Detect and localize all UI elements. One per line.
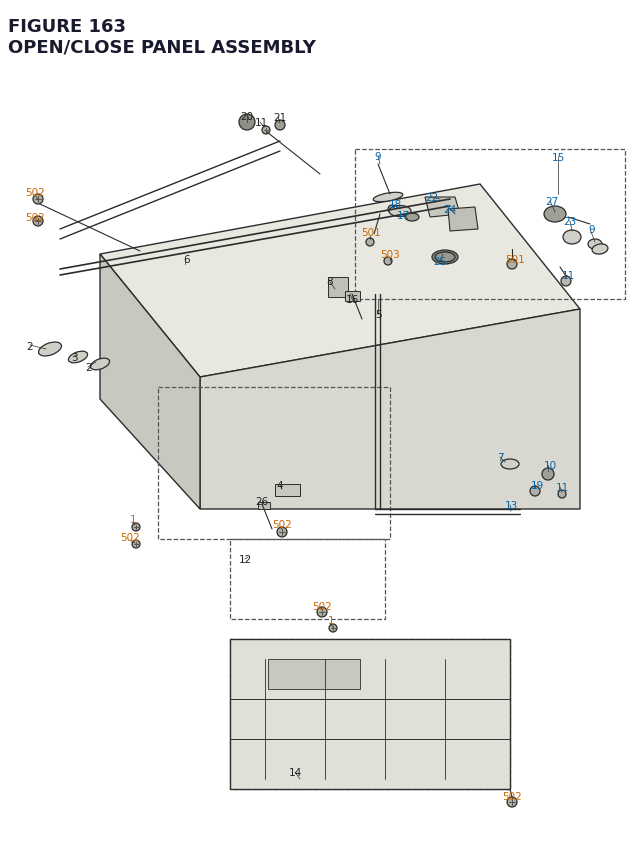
Circle shape — [262, 127, 270, 135]
Polygon shape — [448, 208, 478, 232]
Text: OPEN/CLOSE PANEL ASSEMBLY: OPEN/CLOSE PANEL ASSEMBLY — [8, 38, 316, 56]
Text: 26: 26 — [255, 497, 269, 506]
Text: 10: 10 — [543, 461, 557, 470]
Text: 502: 502 — [502, 791, 522, 801]
Text: 20: 20 — [241, 112, 253, 122]
Text: 8: 8 — [326, 276, 333, 287]
Text: 9: 9 — [374, 152, 381, 162]
Text: 11: 11 — [561, 270, 575, 281]
Circle shape — [542, 468, 554, 480]
Circle shape — [317, 607, 327, 617]
Text: 3: 3 — [70, 353, 77, 362]
Text: 25: 25 — [433, 257, 447, 267]
Text: 11: 11 — [254, 118, 268, 127]
Text: 502: 502 — [25, 188, 45, 198]
Circle shape — [366, 238, 374, 247]
Circle shape — [530, 486, 540, 497]
Ellipse shape — [405, 214, 419, 222]
Text: 15: 15 — [552, 152, 564, 163]
Ellipse shape — [544, 207, 566, 223]
Circle shape — [277, 528, 287, 537]
Text: 502: 502 — [312, 601, 332, 611]
Circle shape — [33, 195, 43, 205]
Text: 18: 18 — [388, 200, 402, 210]
Text: 21: 21 — [273, 113, 287, 123]
Ellipse shape — [373, 193, 403, 202]
Circle shape — [33, 217, 43, 226]
Text: 16: 16 — [346, 294, 358, 305]
Ellipse shape — [90, 359, 109, 370]
Text: 13: 13 — [504, 500, 518, 511]
Text: 503: 503 — [380, 250, 400, 260]
Text: 502: 502 — [25, 213, 45, 223]
Circle shape — [558, 491, 566, 499]
Text: 1: 1 — [328, 616, 334, 625]
Text: 22: 22 — [426, 193, 438, 202]
Text: 5: 5 — [374, 310, 381, 319]
Text: 12: 12 — [238, 554, 252, 564]
Polygon shape — [268, 660, 360, 689]
Ellipse shape — [435, 253, 455, 263]
Text: 14: 14 — [289, 767, 301, 777]
Text: 501: 501 — [505, 255, 525, 264]
Circle shape — [384, 257, 392, 266]
Polygon shape — [345, 292, 360, 301]
Text: 6: 6 — [184, 255, 190, 264]
Polygon shape — [230, 639, 510, 789]
Circle shape — [507, 260, 517, 269]
Circle shape — [507, 797, 517, 807]
Text: 2: 2 — [86, 362, 92, 373]
Ellipse shape — [432, 251, 458, 264]
Text: 11: 11 — [556, 482, 568, 492]
Circle shape — [239, 115, 255, 131]
Text: 7: 7 — [497, 453, 503, 462]
Text: 19: 19 — [531, 480, 543, 491]
Text: 4: 4 — [276, 480, 284, 491]
Polygon shape — [100, 255, 200, 510]
Ellipse shape — [501, 460, 519, 469]
Ellipse shape — [68, 352, 88, 363]
Circle shape — [329, 624, 337, 632]
Ellipse shape — [563, 231, 581, 245]
Circle shape — [132, 541, 140, 548]
Text: 27: 27 — [545, 197, 559, 207]
Circle shape — [275, 121, 285, 131]
Text: 23: 23 — [563, 217, 577, 226]
Polygon shape — [275, 485, 300, 497]
Ellipse shape — [592, 245, 608, 255]
Text: 502: 502 — [272, 519, 292, 530]
Circle shape — [388, 206, 396, 214]
Polygon shape — [200, 310, 580, 510]
Ellipse shape — [38, 343, 61, 356]
Text: 9: 9 — [589, 225, 595, 235]
Text: 502: 502 — [120, 532, 140, 542]
Polygon shape — [100, 185, 580, 378]
Polygon shape — [425, 198, 460, 218]
Polygon shape — [328, 278, 348, 298]
Text: 17: 17 — [396, 211, 410, 220]
Circle shape — [132, 523, 140, 531]
Text: 501: 501 — [361, 228, 381, 238]
Circle shape — [561, 276, 571, 287]
Ellipse shape — [588, 239, 602, 250]
Ellipse shape — [389, 207, 411, 217]
Text: 2: 2 — [27, 342, 33, 351]
Text: FIGURE 163: FIGURE 163 — [8, 18, 126, 36]
Text: 24: 24 — [444, 205, 456, 214]
Polygon shape — [258, 503, 270, 510]
Text: 1: 1 — [130, 514, 136, 524]
